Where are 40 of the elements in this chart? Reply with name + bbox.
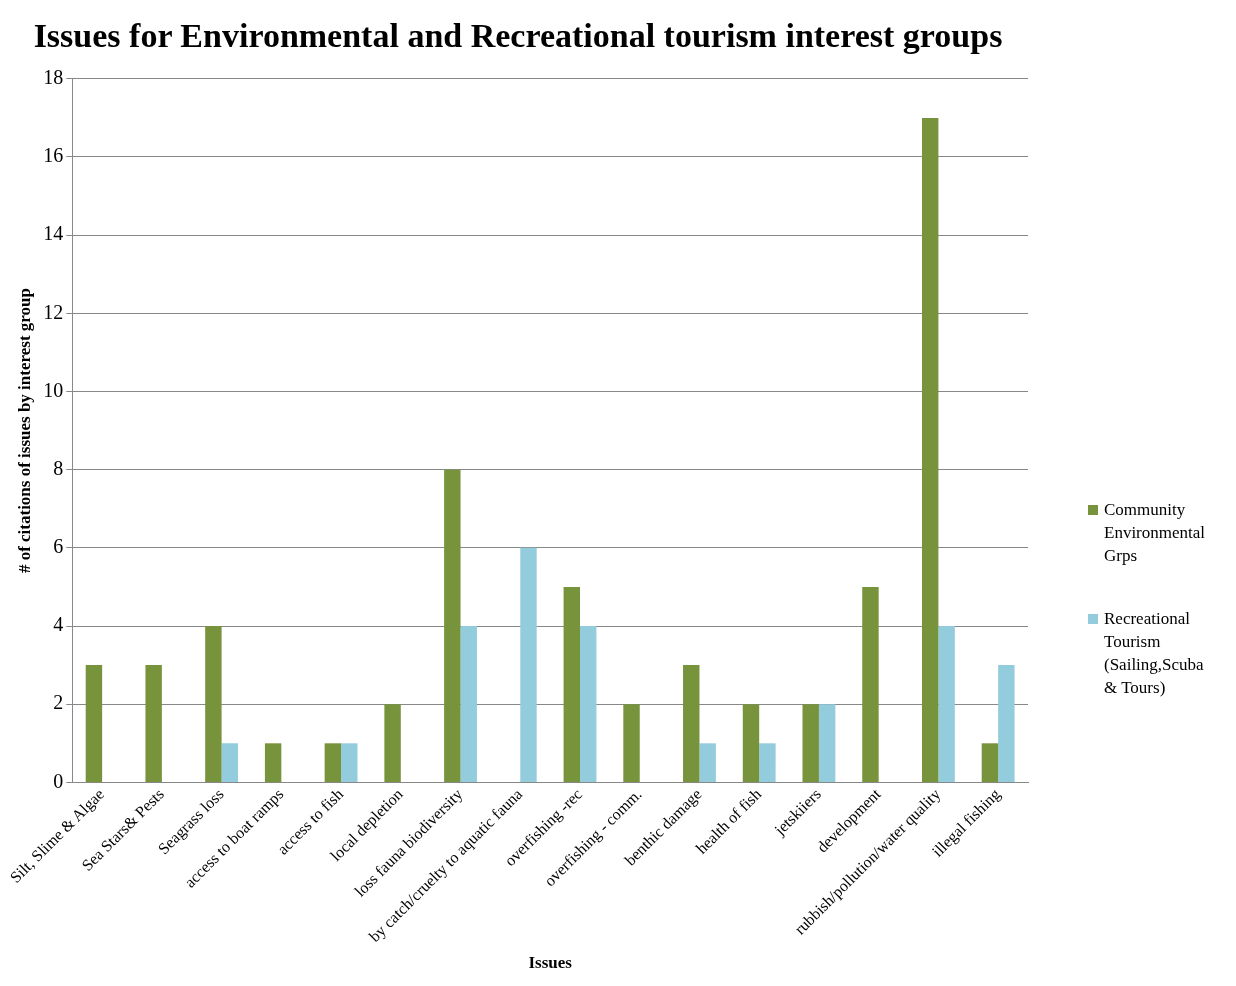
y-tick-label: 18 (43, 66, 64, 89)
bar (444, 469, 461, 782)
y-tick-label: 16 (43, 144, 64, 167)
bar (802, 704, 819, 782)
y-tick-label: 8 (53, 456, 64, 479)
bar (938, 626, 955, 782)
bar (580, 626, 597, 782)
bar (818, 704, 836, 782)
bar (384, 704, 401, 782)
bar (264, 743, 282, 782)
y-tick-label: 14 (43, 222, 64, 245)
bar (563, 586, 580, 782)
bar (699, 743, 716, 782)
legend-label: Recreational Tourism (Sailing,Scuba & Tours) (1104, 608, 1205, 699)
bar (145, 665, 162, 782)
y-tick-label: 4 (53, 613, 64, 636)
y-tick-label: 2 (53, 691, 64, 714)
bar (460, 626, 477, 782)
bar (221, 743, 239, 782)
y-tick-label: 0 (53, 769, 64, 792)
bar (324, 743, 342, 782)
bar (742, 704, 760, 782)
y-tick-label: 6 (53, 535, 64, 558)
x-axis-title: Issues (528, 953, 573, 973)
y-tick-label: 10 (43, 378, 64, 401)
bar (921, 117, 939, 782)
chart-title: Issues for Environmental and Recreational tourism interest groups (33, 17, 1003, 55)
legend-label: Community Environmental Grps (1104, 499, 1207, 567)
bar (623, 704, 640, 782)
bar (998, 665, 1015, 782)
y-tick-label: 12 (43, 300, 64, 323)
bar (759, 743, 776, 782)
bar (341, 743, 358, 782)
bar (981, 743, 999, 782)
bar (85, 665, 103, 782)
bar (862, 586, 879, 782)
bar (683, 665, 700, 782)
bar (205, 626, 222, 782)
bar (520, 547, 537, 782)
y-axis-title: # of citations of issues by interest group (15, 288, 35, 574)
